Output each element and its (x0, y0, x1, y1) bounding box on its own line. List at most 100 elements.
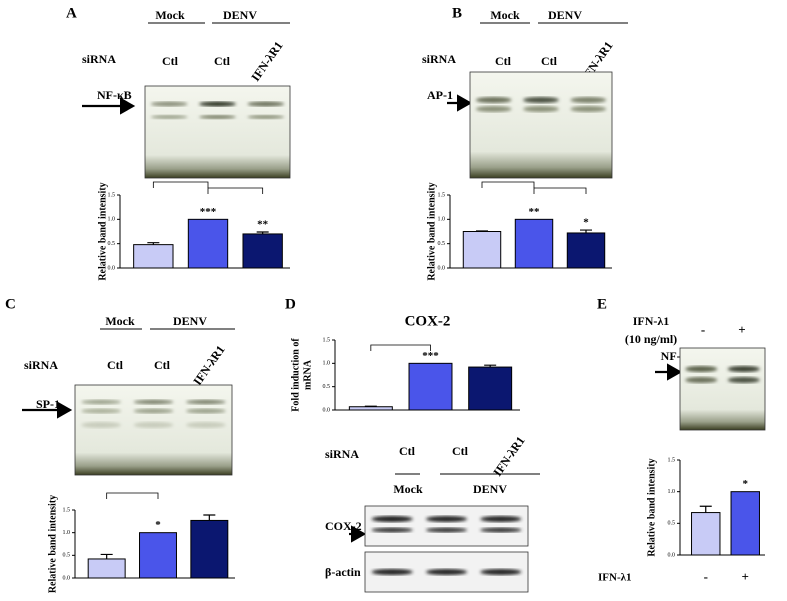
group-label: DENV (223, 8, 257, 22)
significance-label: ** (529, 206, 541, 218)
band-label: AP-1 (427, 88, 453, 102)
gel-image (680, 348, 765, 430)
lane-label: Ctl (214, 54, 231, 68)
panel-label: E (597, 296, 607, 312)
error-bar (700, 506, 712, 512)
bar (515, 219, 552, 268)
y-tick-label: 0.5 (108, 241, 116, 247)
gel-band (372, 569, 413, 575)
y-tick-label: 1.0 (438, 217, 446, 223)
gel-band (199, 102, 236, 107)
significance-label: * (155, 519, 161, 531)
gel-band (134, 422, 174, 428)
sirna-label: siRNA (82, 52, 116, 66)
group-label: DENV (173, 314, 207, 328)
y-tick-label: 0.0 (63, 575, 71, 581)
gel-band (480, 516, 521, 522)
comparison-bracket (482, 182, 534, 188)
gel-band (186, 409, 226, 414)
lane-label: Ctl (452, 444, 469, 458)
group-label: Mock (155, 8, 185, 22)
gel-band (151, 102, 188, 107)
bar (567, 233, 604, 268)
group-label: DENV (548, 8, 582, 22)
significance-label: * (743, 478, 749, 490)
group-label: DENV (473, 482, 507, 496)
gel-band (199, 115, 236, 119)
gel-band (426, 516, 467, 522)
significance-label: *** (200, 206, 217, 218)
lane-label: Ctl (399, 444, 416, 458)
y-tick-label: 0.0 (108, 265, 116, 271)
y-tick-label: 1.0 (63, 530, 71, 536)
gel-band (476, 106, 512, 112)
y-axis-label: Relative band intensity (426, 182, 437, 280)
lane-label: Ctl (154, 358, 171, 372)
gel-band (426, 528, 467, 533)
gel-band (247, 102, 284, 107)
bar (191, 520, 228, 578)
lane-label: Ctl (162, 54, 179, 68)
gel-band (372, 528, 413, 533)
gel-band (186, 400, 226, 404)
y-tick-label: 0.0 (323, 407, 331, 413)
y-axis-label: Relative band intensity (97, 182, 108, 280)
significance-label: ** (257, 219, 269, 231)
gel-band (247, 115, 284, 119)
y-tick-label: 1.5 (438, 192, 446, 198)
lane-label: - (701, 322, 705, 337)
lane-label: Ctl (541, 54, 558, 68)
y-tick-label: 0.0 (438, 265, 446, 271)
lane-label: IFN-λR1 (248, 39, 285, 84)
sirna-label: siRNA (325, 447, 359, 461)
blot-label: β-actin (325, 565, 361, 579)
gel-image (75, 385, 232, 475)
lane-label: IFN-λR1 (490, 434, 527, 479)
gel-band (480, 528, 521, 533)
gel-band (81, 409, 121, 414)
comparison-bracket (208, 188, 263, 194)
gel-band (570, 97, 606, 103)
gel-band (570, 106, 606, 112)
y-tick-label: 1.5 (323, 337, 331, 343)
panel-label: A (66, 5, 77, 21)
gel-band (426, 569, 467, 575)
bar (188, 219, 227, 268)
bar (692, 513, 720, 555)
y-tick-label: 1.5 (63, 507, 71, 513)
gel-band (81, 400, 121, 404)
panel-label: C (5, 296, 16, 312)
group-label: Mock (490, 8, 520, 22)
bar (469, 367, 512, 410)
gel-band (476, 97, 512, 103)
gel-band (523, 106, 559, 112)
gel-band (685, 366, 717, 372)
y-tick-label: 1.0 (108, 217, 116, 223)
y-tick-label: 1.0 (668, 489, 676, 495)
y-tick-label: 0.5 (668, 521, 676, 527)
gel-image (365, 506, 528, 546)
x-tick-label: + (742, 569, 749, 584)
band-label: SP-1 (36, 397, 60, 411)
y-axis-label: mRNA (302, 359, 313, 390)
chart-title: COX-2 (405, 313, 451, 329)
error-bar (101, 554, 113, 559)
y-tick-label: 0.5 (438, 241, 446, 247)
band-label: NF-κB (97, 88, 132, 102)
bar (349, 407, 392, 410)
blot-label: COX-2 (325, 519, 362, 533)
lane-label: IFN-λR1 (190, 343, 227, 388)
sirna-label: siRNA (422, 52, 456, 66)
gel-band (728, 377, 760, 383)
bar (88, 559, 125, 578)
bar (731, 492, 759, 555)
bar (409, 363, 452, 410)
significance-label: *** (422, 350, 439, 362)
y-tick-label: 1.5 (108, 192, 116, 198)
y-axis-label: Fold induction of (290, 338, 301, 412)
gel-band (186, 422, 226, 428)
gel-image (145, 86, 290, 178)
y-tick-label: 0.5 (323, 384, 331, 390)
y-tick-label: 0.5 (63, 553, 71, 559)
